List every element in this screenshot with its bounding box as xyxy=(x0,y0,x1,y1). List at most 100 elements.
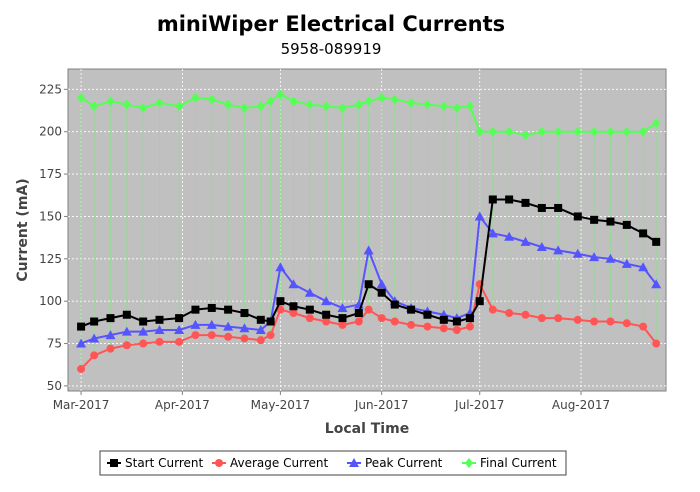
y-tick-label: 225 xyxy=(39,82,62,96)
x-axis-title: Local Time xyxy=(325,421,409,437)
data-point xyxy=(267,318,275,326)
data-point xyxy=(423,311,431,319)
x-tick-label: Jun-2017 xyxy=(354,398,409,412)
data-point xyxy=(257,336,265,344)
chart: miniWiper Electrical Currents 5958-08991… xyxy=(0,0,700,492)
data-point xyxy=(639,229,647,237)
data-point xyxy=(322,311,330,319)
data-point xyxy=(106,345,114,353)
x-tick-label: Mar-2017 xyxy=(53,398,110,412)
data-point xyxy=(391,318,399,326)
x-tick-label: Jul-2017 xyxy=(454,398,504,412)
legend-label: Final Current xyxy=(480,456,557,470)
x-tick-label: Aug-2017 xyxy=(552,398,610,412)
data-point xyxy=(521,199,529,207)
data-point xyxy=(365,306,373,314)
data-point xyxy=(423,323,431,331)
data-point xyxy=(466,323,474,331)
data-point xyxy=(306,306,314,314)
data-point xyxy=(505,309,513,317)
data-point xyxy=(505,195,513,203)
data-point xyxy=(208,304,216,312)
data-point xyxy=(267,331,275,339)
data-point xyxy=(440,324,448,332)
legend-marker xyxy=(110,459,118,467)
data-point xyxy=(123,341,131,349)
data-point xyxy=(365,280,373,288)
data-point xyxy=(355,309,363,317)
data-point xyxy=(276,297,284,305)
x-axis: Mar-2017 Apr-2017 May-2017 Jun-2017 Jul-2017… xyxy=(53,391,610,412)
data-point xyxy=(175,338,183,346)
data-point xyxy=(240,334,248,342)
y-tick-label: 175 xyxy=(39,167,62,181)
data-point xyxy=(453,326,461,334)
y-tick-label: 75 xyxy=(47,337,62,351)
chart-title: miniWiper Electrical Currents xyxy=(157,12,505,36)
data-point xyxy=(191,331,199,339)
data-point xyxy=(378,314,386,322)
y-tick-label: 200 xyxy=(39,125,62,139)
legend-label: Peak Current xyxy=(365,456,443,470)
x-tick-label: May-2017 xyxy=(251,398,310,412)
data-point xyxy=(590,318,598,326)
data-point xyxy=(407,306,415,314)
data-point xyxy=(240,309,248,317)
y-tick-label: 125 xyxy=(39,252,62,266)
data-point xyxy=(466,314,474,322)
data-point xyxy=(338,314,346,322)
data-point xyxy=(224,333,232,341)
data-point xyxy=(175,314,183,322)
data-point xyxy=(440,316,448,324)
data-point xyxy=(77,365,85,373)
data-point xyxy=(407,321,415,329)
data-point xyxy=(623,319,631,327)
data-point xyxy=(606,318,614,326)
data-point xyxy=(606,218,614,226)
data-point xyxy=(554,314,562,322)
data-point xyxy=(191,306,199,314)
y-tick-label: 150 xyxy=(39,209,62,223)
data-point xyxy=(652,238,660,246)
data-point xyxy=(208,331,216,339)
y-axis-title: Current (mA) xyxy=(15,178,31,281)
data-point xyxy=(453,318,461,326)
data-point xyxy=(139,318,147,326)
data-point xyxy=(489,195,497,203)
legend-label: Start Current xyxy=(125,456,203,470)
data-point xyxy=(521,311,529,319)
legend: Start Current Average Current Peak Current… xyxy=(100,451,566,475)
data-point xyxy=(90,318,98,326)
data-point xyxy=(476,297,484,305)
legend-marker xyxy=(215,459,223,467)
data-point xyxy=(90,351,98,359)
data-point xyxy=(155,338,163,346)
data-point xyxy=(623,221,631,229)
data-point xyxy=(106,314,114,322)
x-tick-label: Apr-2017 xyxy=(155,398,210,412)
y-axis: 50 75 100 125 150 175 200 225 xyxy=(39,82,68,393)
data-point xyxy=(574,316,582,324)
data-point xyxy=(123,311,131,319)
data-point xyxy=(391,301,399,309)
data-point xyxy=(590,216,598,224)
chart-subtitle: 5958-089919 xyxy=(281,40,382,58)
data-point xyxy=(554,204,562,212)
data-point xyxy=(652,340,660,348)
data-point xyxy=(538,204,546,212)
data-point xyxy=(257,316,265,324)
data-point xyxy=(306,314,314,322)
data-point xyxy=(574,212,582,220)
data-point xyxy=(155,316,163,324)
data-point xyxy=(139,340,147,348)
data-point xyxy=(289,302,297,310)
data-point xyxy=(77,323,85,331)
y-tick-label: 100 xyxy=(39,294,62,308)
data-point xyxy=(378,289,386,297)
legend-label: Average Current xyxy=(230,456,328,470)
data-point xyxy=(224,306,232,314)
data-point xyxy=(355,318,363,326)
data-point xyxy=(538,314,546,322)
data-point xyxy=(489,306,497,314)
data-point xyxy=(639,323,647,331)
